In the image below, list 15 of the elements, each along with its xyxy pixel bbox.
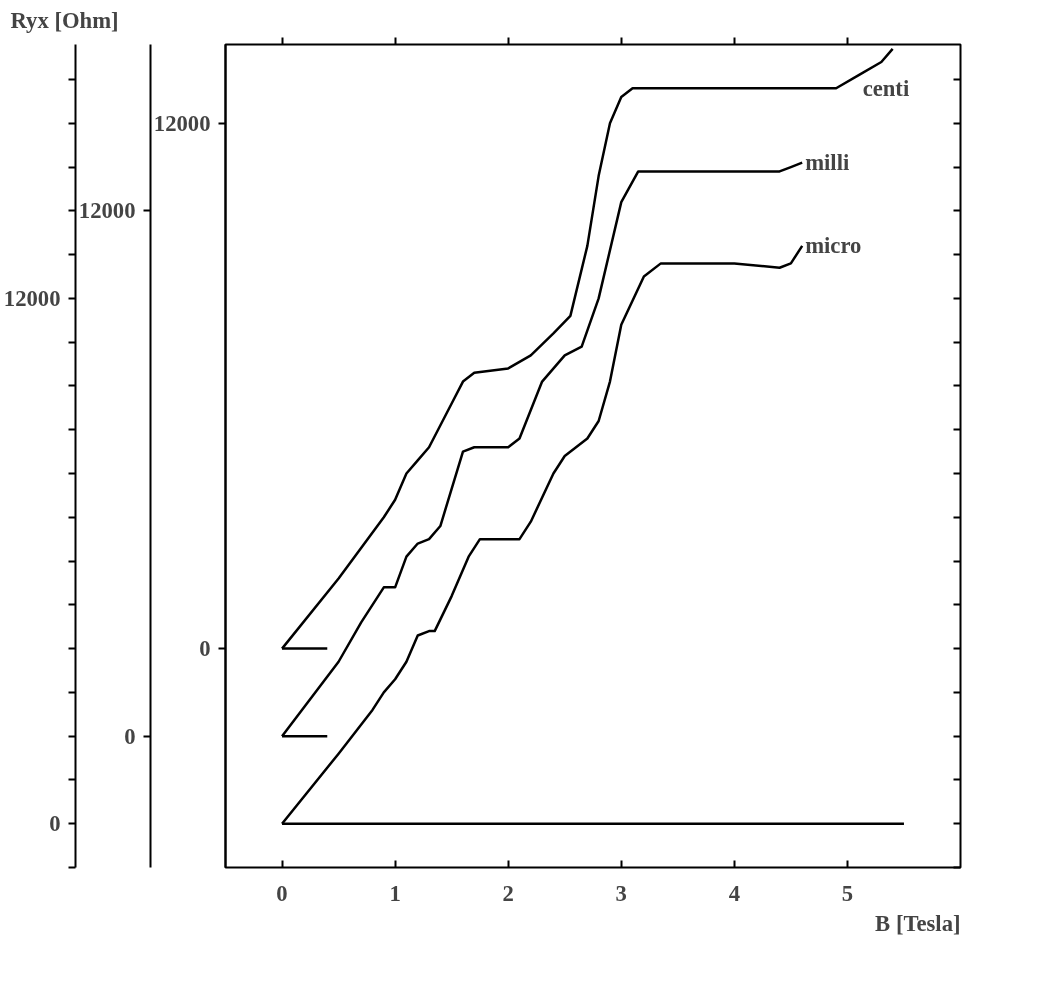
y3-tick-label: 0 bbox=[199, 636, 211, 662]
x-tick-label: 1 bbox=[389, 880, 401, 906]
legend-label: centi bbox=[862, 76, 910, 102]
x-tick-label: 2 bbox=[502, 880, 514, 906]
series-label: micro bbox=[805, 233, 862, 259]
series-label: milli bbox=[805, 150, 850, 176]
y2-tick-label: 0 bbox=[124, 723, 136, 749]
x-tick-label: 5 bbox=[841, 880, 854, 906]
y2-tick-label: 12000 bbox=[78, 198, 136, 224]
x-tick-label: 3 bbox=[615, 880, 627, 906]
x-tick-label: 4 bbox=[728, 880, 741, 906]
y3-tick-label: 12000 bbox=[153, 110, 211, 136]
x-axis-title: B [Tesla] bbox=[875, 910, 961, 936]
y-axis-title: Ryx [Ohm] bbox=[10, 7, 119, 33]
x-tick-label: 0 bbox=[276, 880, 288, 906]
